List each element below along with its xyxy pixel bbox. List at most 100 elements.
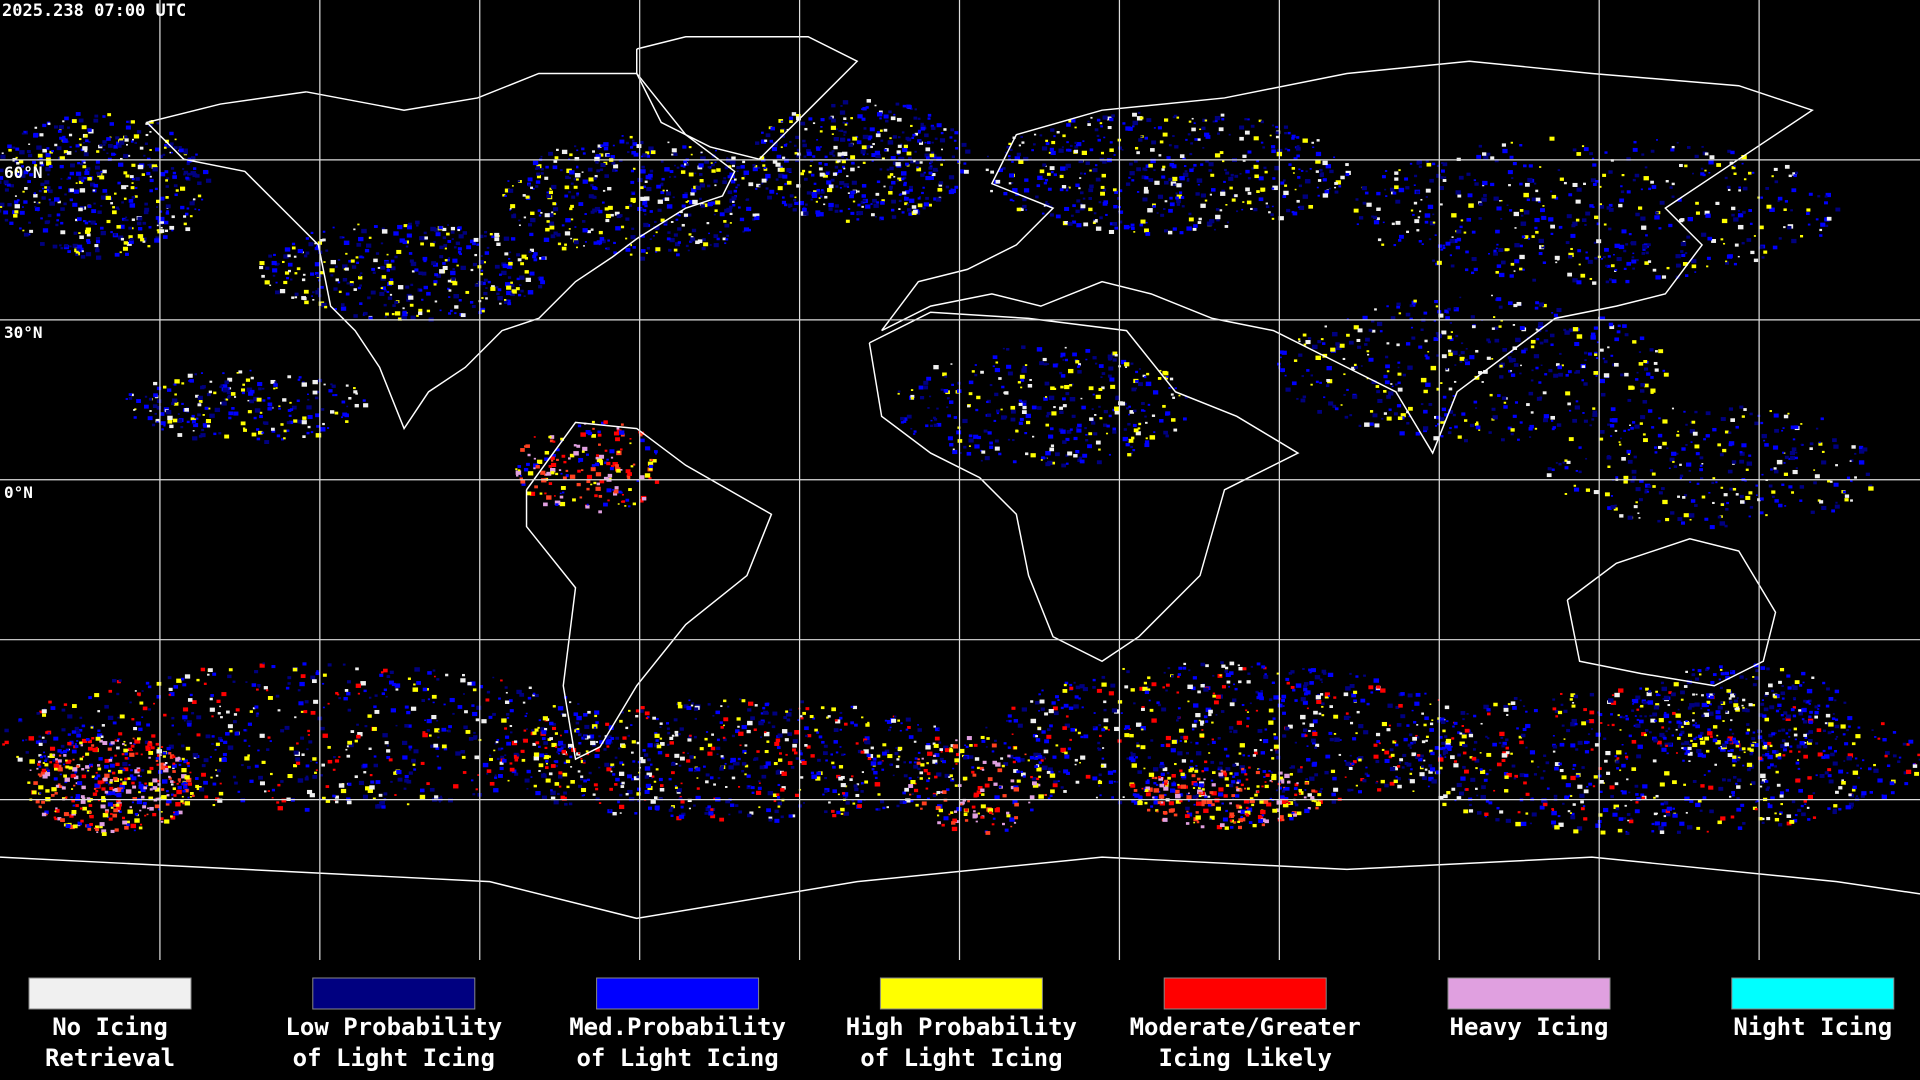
- icing-pixel: [1334, 407, 1339, 411]
- icing-pixel: [783, 144, 788, 147]
- icing-pixel: [904, 196, 909, 201]
- icing-pixel: [1615, 476, 1619, 479]
- icing-pixel: [458, 299, 462, 302]
- icing-pixel: [746, 198, 750, 201]
- icing-pixel: [1036, 184, 1041, 188]
- icing-pixel: [1369, 410, 1374, 413]
- icing-pixel: [159, 229, 165, 233]
- icing-pixel: [1247, 177, 1251, 180]
- icing-pixel: [100, 204, 103, 207]
- icing-pixel: [1467, 193, 1473, 198]
- icing-pixel: [237, 790, 241, 793]
- icing-pixel: [226, 390, 231, 395]
- icing-pixel: [1627, 515, 1633, 520]
- icing-pixel: [1574, 405, 1580, 410]
- icing-pixel: [453, 294, 459, 299]
- icing-pixel: [1282, 179, 1286, 182]
- icing-pixel: [0, 154, 6, 159]
- icing-pixel: [1689, 481, 1692, 483]
- icing-pixel: [794, 196, 797, 199]
- icing-pixel: [176, 678, 182, 683]
- icing-pixel: [1147, 403, 1151, 406]
- icing-pixel: [297, 778, 304, 783]
- icing-pixel: [1686, 462, 1692, 467]
- icing-pixel: [373, 258, 378, 263]
- icing-pixel: [1662, 499, 1668, 505]
- icing-pixel: [302, 435, 306, 439]
- icing-pixel: [857, 114, 863, 119]
- icing-pixel: [372, 271, 376, 274]
- icing-pixel: [23, 131, 27, 134]
- icing-pixel: [1091, 421, 1096, 425]
- icing-pixel: [1637, 512, 1640, 515]
- icing-pixel: [516, 474, 519, 477]
- icing-pixel: [583, 245, 585, 247]
- icing-pixel: [322, 796, 326, 800]
- icing-pixel: [422, 687, 428, 692]
- icing-pixel: [52, 759, 57, 763]
- icing-pixel: [604, 174, 609, 178]
- icing-pixel: [713, 243, 719, 248]
- icing-pixel: [1065, 392, 1070, 396]
- icing-pixel: [1440, 203, 1443, 206]
- icing-pixel: [1241, 208, 1244, 211]
- icing-pixel: [1724, 524, 1728, 528]
- map: [0, 0, 1920, 961]
- icing-pixel: [305, 764, 310, 768]
- icing-pixel: [348, 396, 352, 400]
- icing-pixel: [587, 167, 593, 172]
- icing-pixel: [225, 732, 230, 736]
- icing-pixel: [1581, 379, 1585, 382]
- icing-pixel: [1012, 199, 1015, 202]
- icing-pixel: [1271, 217, 1275, 220]
- icing-pixel: [596, 457, 603, 463]
- icing-pixel: [48, 189, 53, 194]
- icing-pixel: [26, 150, 31, 154]
- icing-pixel: [356, 242, 362, 247]
- icing-pixel: [1730, 150, 1735, 155]
- icing-pixel: [1681, 253, 1686, 258]
- icing-pixel: [60, 247, 64, 250]
- icing-pixel: [1389, 187, 1395, 192]
- icing-pixel: [473, 735, 478, 739]
- icing-pixel: [303, 289, 309, 294]
- icing-pixel: [675, 153, 678, 156]
- icing-pixel: [1335, 342, 1340, 346]
- icing-pixel: [116, 746, 120, 750]
- icing-pixel: [1681, 447, 1686, 451]
- icing-pixel: [1157, 126, 1162, 130]
- icing-pixel: [283, 429, 287, 433]
- icing-pixel: [1112, 222, 1118, 226]
- icing-pixel: [75, 218, 79, 222]
- icing-pixel: [595, 154, 601, 159]
- icing-pixel: [644, 196, 650, 201]
- icing-pixel: [138, 727, 143, 732]
- icing-pixel: [447, 240, 452, 243]
- icing-pixel: [87, 739, 92, 744]
- icing-pixel: [729, 212, 733, 216]
- icing-pixel: [789, 140, 792, 143]
- icing-pixel: [534, 485, 538, 489]
- icing-pixel: [1508, 184, 1511, 187]
- icing-pixel: [865, 106, 869, 109]
- icing-pixel: [1603, 360, 1608, 364]
- icing-pixel: [266, 748, 270, 751]
- icing-pixel: [1844, 498, 1849, 502]
- icing-pixel: [337, 258, 341, 261]
- icing-pixel: [67, 714, 73, 719]
- icing-pixel: [267, 790, 271, 793]
- icing-pixel: [227, 377, 233, 382]
- icing-pixel: [1642, 400, 1648, 404]
- icing-pixel: [287, 262, 293, 267]
- icing-pixel: [915, 161, 920, 165]
- icing-pixel: [1041, 212, 1045, 215]
- icing-pixel: [1641, 225, 1647, 230]
- icing-pixel: [570, 237, 573, 240]
- icing-pixel: [1066, 430, 1072, 434]
- icing-pixel: [691, 228, 697, 233]
- icing-pixel: [527, 184, 531, 187]
- icing-pixel: [75, 253, 79, 257]
- icing-pixel: [1172, 116, 1176, 119]
- icing-pixel: [84, 149, 88, 153]
- icing-pixel: [1315, 151, 1322, 157]
